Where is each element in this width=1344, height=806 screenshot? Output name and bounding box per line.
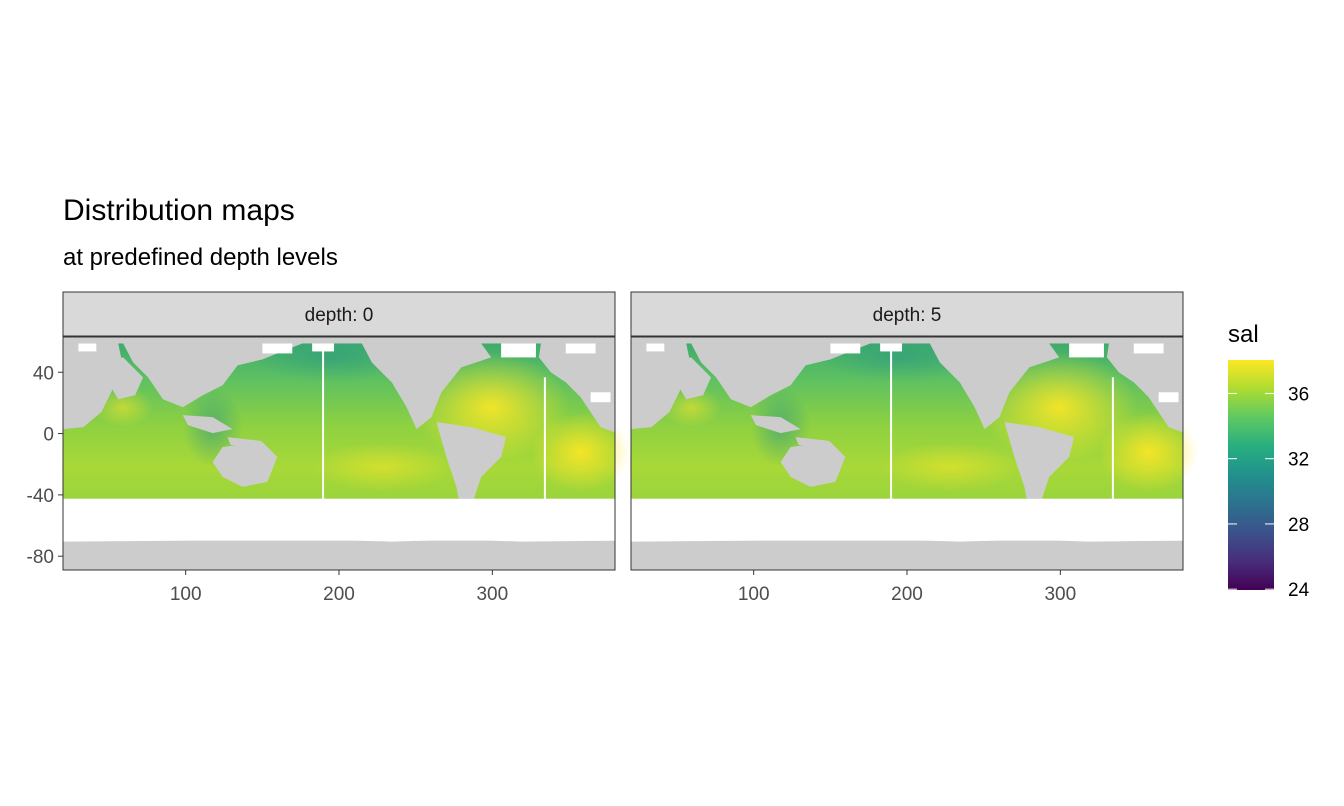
y-tick-label: -40 (27, 486, 54, 507)
legend-title: sal (1228, 321, 1259, 348)
plot-subtitle: at predefined depth levels (63, 244, 338, 271)
strip-label: depth: 0 (305, 305, 374, 326)
y-tick-label: 0 (43, 425, 54, 446)
salinity-map (630, 331, 1200, 571)
strip-background (630, 291, 1184, 337)
x-tick-label: 300 (1044, 584, 1076, 605)
legend-colorbar (1228, 360, 1274, 590)
salinity-map (62, 331, 632, 571)
legend-tick-label: 36 (1288, 384, 1309, 405)
legend: sal 36 32 28 24 (1228, 321, 1310, 601)
x-tick-label: 100 (738, 584, 770, 605)
legend-tick-label: 24 (1288, 580, 1310, 601)
x-tick-label: 300 (476, 584, 508, 605)
x-tick-label: 100 (170, 584, 202, 605)
y-tick-label: 40 (33, 363, 54, 384)
legend-tick-label: 32 (1288, 450, 1309, 471)
plot-title: Distribution maps (63, 194, 295, 227)
y-tick-label: -80 (27, 547, 54, 568)
x-tick-label: 200 (323, 584, 355, 605)
strip-label: depth: 5 (873, 305, 942, 326)
x-tick-label: 200 (891, 584, 923, 605)
panel-1: depth: 5 100 200 300 (630, 291, 1200, 605)
legend-tick-label: 28 (1288, 515, 1309, 536)
